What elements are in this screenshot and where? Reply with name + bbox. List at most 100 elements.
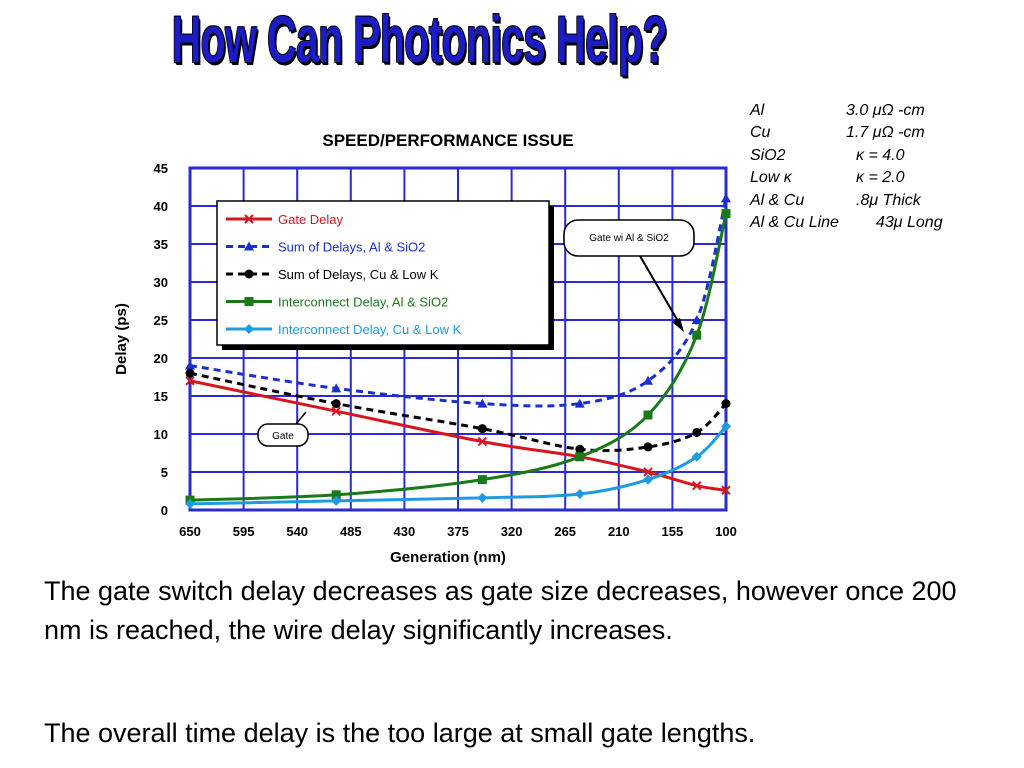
y-tick-label: 35	[154, 237, 168, 252]
data-point	[185, 498, 195, 509]
marker-shape	[721, 399, 731, 409]
legend-item: Sum of Delays, Al & SiO2	[226, 240, 425, 255]
marker-shape	[692, 427, 702, 437]
property-row: Al & Cu .8μ Thick	[750, 190, 943, 212]
marker-shape	[721, 209, 731, 219]
property-value: .8μ Thick	[856, 191, 921, 209]
series-2	[185, 193, 731, 408]
data-point	[574, 489, 585, 500]
marker-shape	[244, 269, 254, 279]
data-point	[643, 474, 654, 485]
property-value: 43μ Long	[876, 213, 943, 231]
y-tick-label: 25	[154, 313, 168, 328]
legend-label: Interconnect Delay, Cu & Low K	[278, 322, 462, 337]
x-tick-label: 430	[394, 524, 416, 539]
data-point	[331, 490, 341, 500]
marker-shape	[643, 442, 653, 452]
y-tick-label: 0	[161, 503, 168, 518]
series-3	[185, 368, 731, 454]
y-axis-ticks: 0 5 10 15 20 25 30 35 40 45	[154, 161, 168, 518]
y-tick-label: 40	[154, 199, 168, 214]
data-point	[575, 444, 585, 454]
x-tick-label: 650	[179, 524, 201, 539]
data-point	[331, 399, 341, 409]
marker-shape	[721, 193, 731, 203]
legend-label: Sum of Delays, Al & SiO2	[278, 240, 425, 255]
x-axis-ticks: 650 595 540 485 430 375 320 265 210 155 100	[179, 524, 737, 539]
data-point	[643, 410, 653, 420]
series-line	[189, 379, 727, 492]
property-name: SiO2	[750, 146, 786, 164]
marker-shape	[691, 315, 702, 324]
marker-shape	[477, 492, 488, 503]
delay-chart: SPEED/PERFORMANCE ISSUE 0 5 10 15 20 25 30 35 40…	[113, 131, 737, 566]
x-tick-label: 100	[715, 524, 737, 539]
data-point	[477, 424, 487, 434]
legend-item: Gate Delay	[226, 212, 344, 227]
property-row: SiO2 κ = 4.0	[750, 145, 943, 167]
data-point	[331, 495, 342, 506]
legend-marker	[244, 297, 254, 306]
property-row: Al & Cu Line 43μ Long	[750, 212, 943, 234]
gate-label: Gate	[257, 411, 309, 447]
marker-shape	[185, 360, 195, 370]
data-point	[185, 376, 195, 386]
property-name: Al & Cu Line	[750, 213, 839, 231]
y-tick-label: 15	[154, 389, 168, 404]
legend-marker	[244, 324, 254, 334]
data-point	[721, 485, 731, 495]
marker-shape	[244, 241, 254, 251]
x-axis-label: Generation (nm)	[390, 549, 506, 566]
legend-box	[216, 200, 550, 346]
series-5	[185, 421, 731, 509]
x-tick-label: 485	[340, 524, 362, 539]
x-tick-label: 265	[554, 524, 576, 539]
marker-shape	[643, 375, 654, 385]
y-tick-label: 5	[161, 465, 168, 480]
x-tick-label: 155	[662, 524, 684, 539]
property-name: Cu	[750, 124, 771, 142]
marker-shape	[477, 475, 487, 485]
data-point	[643, 375, 654, 385]
legend-label: Interconnect Delay, Al & SiO2	[278, 295, 448, 310]
data-point	[691, 451, 702, 462]
legend-marker	[244, 214, 254, 224]
property-value: 3.0 μΩ -cm	[846, 102, 925, 119]
legend-label: Gate Delay	[278, 212, 344, 227]
property-row: Low κ κ = 2.0	[750, 167, 943, 189]
data-point	[477, 436, 488, 447]
data-point	[692, 480, 702, 491]
property-name: Al & Cu	[750, 191, 805, 209]
x-tick-label: 375	[447, 524, 469, 539]
marker-shape	[643, 474, 654, 485]
series-line	[189, 371, 728, 453]
data-point	[185, 368, 195, 378]
gate-callout-arrow	[639, 255, 683, 329]
marker-shape	[721, 421, 731, 432]
marker-shape	[185, 368, 195, 378]
marker-stroke	[643, 467, 653, 477]
legend-label: Sum of Delays, Cu & Low K	[278, 267, 439, 282]
gate-callout-arrowhead	[672, 318, 684, 332]
data-point	[477, 398, 488, 408]
marker-stroke	[185, 376, 195, 386]
data-point	[185, 360, 195, 370]
data-point	[721, 399, 731, 409]
legend-item: Interconnect Delay, Cu & Low K	[226, 322, 462, 337]
marker-shape	[331, 490, 341, 500]
property-value: κ = 4.0	[856, 146, 905, 164]
marker-shape	[331, 399, 341, 409]
legend-marker	[244, 269, 254, 279]
x-tick-label: 210	[608, 524, 630, 539]
data-point	[477, 475, 487, 485]
data-point	[692, 330, 702, 340]
material-properties: Al 3.0 μΩ -cm Cu 1.7 μΩ -cm SiO2 κ = 4.0 Lo…	[750, 100, 943, 234]
legend-marker	[244, 241, 254, 251]
series-layer	[185, 193, 731, 509]
data-point	[721, 421, 731, 432]
data-point	[331, 383, 342, 393]
property-row: Cu 1.7 μΩ -cm	[750, 122, 943, 144]
gate-callout-text: Gate wi Al & SiO2	[589, 233, 669, 244]
marker-shape	[575, 452, 585, 462]
gate-label-text: Gate	[272, 431, 294, 442]
